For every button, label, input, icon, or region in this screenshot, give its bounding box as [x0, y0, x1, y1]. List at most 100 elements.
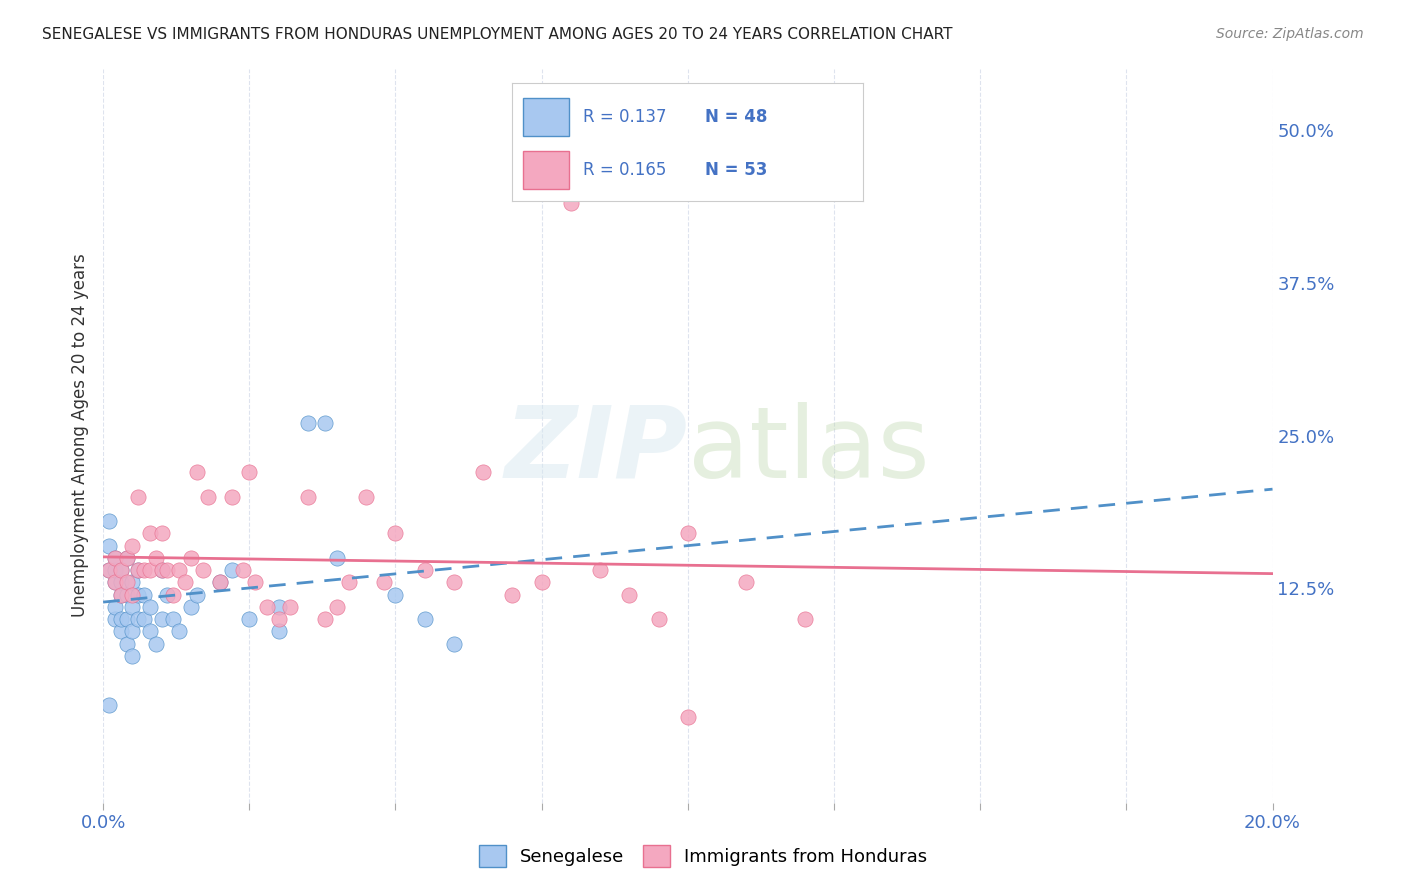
Point: [209, 575, 232, 590]
Point: [373, 575, 395, 590]
Point: [98, 563, 121, 577]
Point: [232, 563, 254, 577]
Point: [139, 599, 162, 614]
Point: [121, 599, 143, 614]
Point: [145, 636, 167, 650]
Point: [104, 563, 127, 577]
Point: [167, 563, 190, 577]
Text: SENEGALESE VS IMMIGRANTS FROM HONDURAS UNEMPLOYMENT AMONG AGES 20 TO 24 YEARS CO: SENEGALESE VS IMMIGRANTS FROM HONDURAS U…: [42, 27, 953, 42]
Point: [139, 624, 162, 639]
Legend: Senegalese, Immigrants from Honduras: Senegalese, Immigrants from Honduras: [471, 838, 935, 874]
Point: [127, 588, 149, 602]
Point: [647, 612, 669, 626]
Point: [221, 490, 243, 504]
Point: [619, 588, 641, 602]
Point: [127, 563, 149, 577]
Point: [127, 563, 149, 577]
Point: [127, 490, 149, 504]
Point: [384, 588, 406, 602]
Point: [150, 563, 173, 577]
Point: [121, 648, 143, 663]
Point: [150, 612, 173, 626]
Point: [121, 575, 143, 590]
Point: [104, 612, 127, 626]
Point: [150, 563, 173, 577]
Point: [735, 575, 758, 590]
Point: [267, 612, 290, 626]
Point: [180, 550, 202, 565]
Point: [132, 588, 155, 602]
Point: [221, 563, 243, 577]
Point: [243, 575, 266, 590]
Text: ZIP: ZIP: [505, 401, 688, 499]
Point: [384, 526, 406, 541]
Point: [98, 539, 121, 553]
Point: [98, 698, 121, 712]
Point: [150, 526, 173, 541]
Point: [98, 514, 121, 528]
Point: [326, 550, 349, 565]
Point: [174, 575, 197, 590]
Point: [145, 550, 167, 565]
Point: [104, 550, 127, 565]
Point: [297, 417, 319, 431]
Point: [115, 588, 138, 602]
Point: [793, 612, 815, 626]
Point: [314, 417, 336, 431]
Point: [110, 563, 132, 577]
Point: [139, 526, 162, 541]
Point: [560, 196, 582, 211]
Point: [110, 624, 132, 639]
Point: [115, 612, 138, 626]
Point: [127, 612, 149, 626]
Point: [256, 599, 278, 614]
Point: [191, 563, 214, 577]
Point: [472, 465, 495, 479]
Point: [186, 465, 208, 479]
Point: [238, 465, 260, 479]
Point: [98, 563, 121, 577]
Point: [110, 588, 132, 602]
Point: [110, 563, 132, 577]
Point: [337, 575, 360, 590]
Point: [443, 575, 465, 590]
Point: [443, 636, 465, 650]
Point: [278, 599, 301, 614]
Point: [297, 490, 319, 504]
Point: [110, 575, 132, 590]
Point: [314, 612, 336, 626]
Point: [238, 612, 260, 626]
Y-axis label: Unemployment Among Ages 20 to 24 years: Unemployment Among Ages 20 to 24 years: [72, 253, 89, 617]
Point: [501, 588, 523, 602]
Point: [110, 612, 132, 626]
Point: [326, 599, 349, 614]
Point: [413, 612, 436, 626]
Point: [354, 490, 377, 504]
Point: [121, 539, 143, 553]
Point: [121, 588, 143, 602]
Point: [676, 710, 699, 724]
Point: [530, 575, 553, 590]
Point: [267, 624, 290, 639]
Point: [115, 575, 138, 590]
Point: [139, 563, 162, 577]
Point: [180, 599, 202, 614]
Point: [197, 490, 219, 504]
Point: [104, 575, 127, 590]
Point: [267, 599, 290, 614]
Point: [676, 526, 699, 541]
Point: [132, 563, 155, 577]
Text: atlas: atlas: [688, 401, 929, 499]
Point: [167, 624, 190, 639]
Point: [413, 563, 436, 577]
Point: [115, 550, 138, 565]
Point: [162, 588, 184, 602]
Point: [156, 563, 179, 577]
Point: [589, 563, 612, 577]
Point: [110, 588, 132, 602]
Point: [132, 612, 155, 626]
Point: [209, 575, 232, 590]
Point: [186, 588, 208, 602]
Text: Source: ZipAtlas.com: Source: ZipAtlas.com: [1216, 27, 1364, 41]
Point: [104, 575, 127, 590]
